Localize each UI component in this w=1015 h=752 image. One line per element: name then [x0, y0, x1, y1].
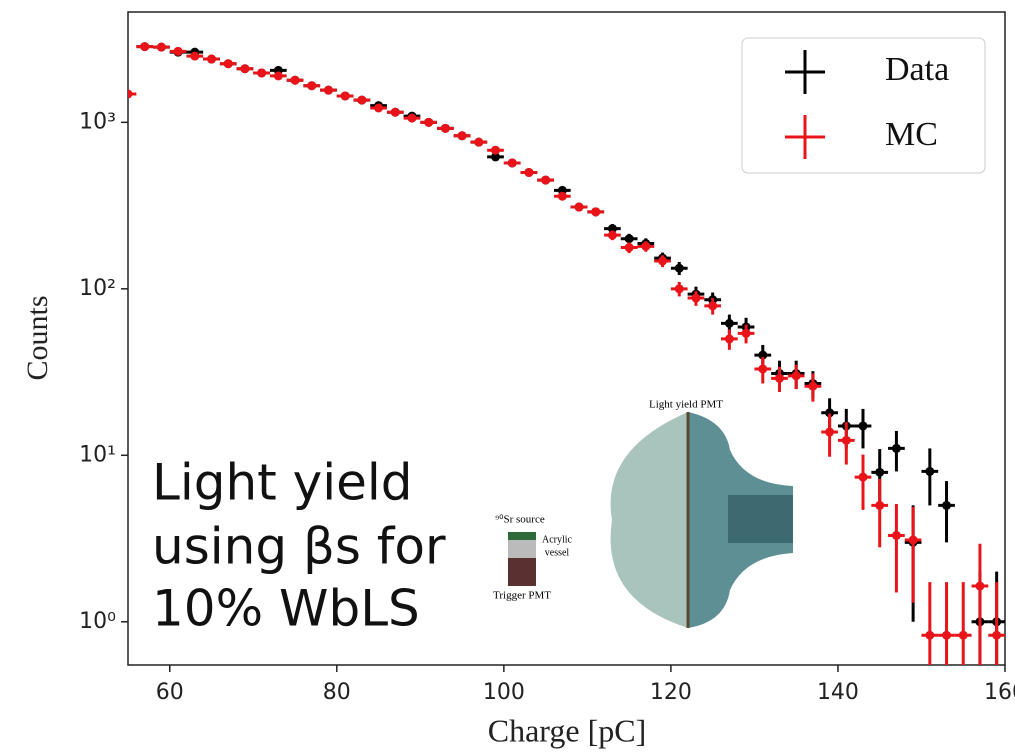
data-point [307, 81, 317, 91]
data-point [942, 500, 952, 510]
data-point [875, 467, 885, 477]
data-point [190, 51, 200, 61]
data-point [491, 152, 501, 162]
data-point [891, 443, 901, 453]
y-tick-label: 10³ [79, 109, 116, 134]
data-point [774, 373, 784, 383]
annotation: using βs for [152, 518, 446, 576]
data-point [440, 123, 450, 133]
data-point [491, 145, 501, 155]
data-point [975, 581, 985, 591]
trigger-pmt [508, 558, 536, 586]
source [508, 532, 536, 540]
data-point [958, 630, 968, 640]
y-tick-label: 10¹ [79, 442, 116, 467]
data-point [424, 117, 434, 127]
data-point [156, 42, 166, 52]
data-point [507, 158, 517, 168]
plot-area [128, 42, 1005, 665]
data-point [340, 91, 350, 101]
y-tick-label: 10⁰ [79, 609, 116, 634]
data-point [825, 408, 835, 418]
inset-label: Light yield PMT [649, 399, 723, 411]
x-tick-label: 80 [323, 680, 351, 705]
data-point [223, 59, 233, 69]
data-point [407, 113, 417, 123]
data-point [658, 256, 668, 266]
data-point [624, 243, 634, 253]
data-point [724, 318, 734, 328]
data-point [240, 64, 250, 74]
data-point [390, 107, 400, 117]
data-point [323, 85, 333, 95]
data-point [908, 535, 918, 545]
data-point [474, 137, 484, 147]
inset-diagram: Light yield PMT ⁹⁰Sr source Acrylic vess… [493, 399, 793, 628]
data-point [791, 371, 801, 381]
data-point [724, 334, 734, 344]
data-point [140, 42, 150, 52]
data-point [891, 530, 901, 540]
data-point [875, 500, 885, 510]
data-point [758, 350, 768, 360]
data-point [992, 630, 1002, 640]
x-tick-label: 100 [483, 680, 525, 705]
data-point [674, 263, 684, 273]
data-point [257, 68, 267, 78]
data-point [858, 472, 868, 482]
data-point [457, 131, 467, 141]
data-point [290, 75, 300, 85]
data-point [708, 301, 718, 311]
data-point [641, 241, 651, 251]
data-point [691, 293, 701, 303]
data-point [825, 427, 835, 437]
data-point [624, 234, 634, 244]
x-tick-label: 60 [156, 680, 184, 705]
data-point [524, 167, 534, 177]
x-axis-label: Charge [pC] [488, 712, 646, 748]
pmt-bulb [610, 412, 688, 628]
inset-label: Trigger PMT [493, 590, 551, 602]
y-tick-label: 10² [79, 276, 116, 301]
plot-frame [127, 11, 1006, 666]
data-point [925, 466, 935, 476]
data-point [858, 421, 868, 431]
inset-label: Acrylic [542, 534, 573, 545]
data-point [925, 630, 935, 640]
legend-label: Data [885, 51, 949, 88]
y-axis-label: Counts [21, 295, 54, 380]
data-point [273, 71, 283, 81]
data-point [674, 284, 684, 294]
data-point [207, 54, 217, 64]
data-point [374, 103, 384, 113]
legend-label: MC [885, 116, 938, 153]
annotation: Light yield [152, 454, 413, 512]
data-point [128, 89, 133, 99]
data-point [942, 630, 952, 640]
annotation: 10% WbLS [152, 580, 420, 638]
x-tick-label: 120 [650, 680, 692, 705]
x-tick-label: 160 [984, 680, 1015, 705]
data-point [758, 364, 768, 374]
data-point [591, 207, 601, 217]
data-point [741, 328, 751, 338]
vessel [508, 540, 536, 558]
data-point [357, 95, 367, 105]
data-point [607, 224, 617, 234]
data-point [541, 175, 551, 185]
data-point [574, 202, 584, 212]
data-point [557, 191, 567, 201]
data-point [808, 381, 818, 391]
inset-label: vessel [545, 547, 570, 558]
data-point [607, 230, 617, 240]
inset-label: ⁹⁰Sr source [495, 514, 545, 526]
x-tick-label: 140 [817, 680, 859, 705]
data-point [173, 46, 183, 56]
pmt-base [728, 495, 793, 543]
data-point [841, 435, 851, 445]
